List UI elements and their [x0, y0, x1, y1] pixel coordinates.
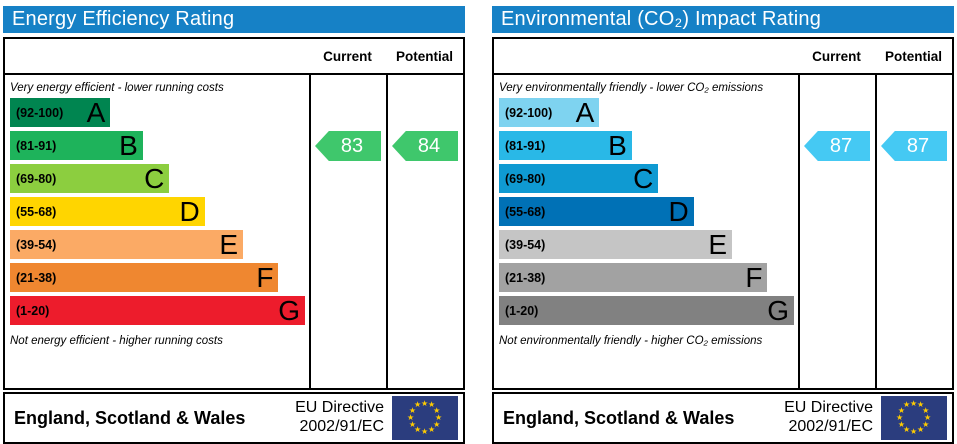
eu-flag-icon: ★ ★ ★ ★ ★ ★ ★ ★ ★ ★ ★ ★	[392, 396, 458, 440]
band-letter: G	[278, 294, 300, 326]
band-range-label: (1-20)	[505, 303, 539, 318]
energy-footer: England, Scotland & Wales EU Directive 2…	[3, 392, 465, 444]
environmental-potential-rating-arrow: 87	[881, 131, 947, 161]
band-letter: F	[256, 261, 274, 293]
energy-rating-table: Current Potential Very energy efficient …	[3, 37, 465, 390]
band-range-label: (92-100)	[505, 105, 553, 120]
band-range-label: (21-38)	[16, 270, 57, 285]
eu-flag-star: ★	[897, 419, 906, 429]
eu-flag-star: ★	[407, 412, 415, 422]
environmental-bands: (92-100) A (81-91) B (69-80) C (55-68) D (39-54)…	[499, 98, 794, 329]
eu-flag-star: ★	[421, 426, 429, 436]
environmental-current-column: 87	[798, 75, 875, 388]
rating-band-row: (69-80) C	[10, 162, 170, 194]
energy-empty-header-cell	[5, 39, 309, 75]
energy-potential-column: 84	[386, 75, 463, 388]
environmental-potential-column-header: Potential	[875, 39, 952, 75]
band-letter: C	[633, 162, 654, 194]
rating-band-row: (21-38) F	[499, 261, 768, 293]
band-letter: C	[144, 162, 165, 194]
energy-band-ladder: Very energy efficient - lower running co…	[5, 75, 309, 388]
rating-band-row: (55-68) D	[499, 197, 694, 226]
energy-potential-column-header: Potential	[386, 39, 463, 75]
environmental-eu-directive-label: EU Directive 2002/91/EC	[784, 399, 873, 435]
eu-flag-star: ★	[414, 400, 422, 410]
rating-band-row: (81-91) B	[10, 131, 143, 160]
band-letter: E	[708, 228, 728, 260]
energy-panel-title-bar: Energy Efficiency Rating	[3, 6, 465, 33]
environmental-empty-header-cell	[494, 39, 798, 75]
energy-bands: (92-100) A (81-91) B (69-80) C (55-68) D (39-54)…	[10, 98, 305, 329]
band-range-label: (92-100)	[16, 105, 64, 120]
energy-current-column-header: Current	[309, 39, 386, 75]
energy-bottom-note: Not energy efficient - higher running co…	[10, 335, 223, 347]
rating-band-row: (1-20) G	[10, 296, 305, 325]
energy-eu-directive-label: EU Directive 2002/91/EC	[295, 399, 384, 435]
environmental-panel-title: Environmental (CO₂) Impact Rating	[501, 8, 822, 30]
environmental-bottom-note: Not environmentally friendly - higher CO…	[499, 335, 763, 347]
band-letter: E	[219, 228, 239, 260]
band-range-label: (21-38)	[505, 270, 546, 285]
energy-panel-title: Energy Efficiency Rating	[12, 8, 235, 30]
eu-flag-star: ★	[910, 426, 918, 436]
eu-flag-star: ★	[428, 424, 436, 434]
environmental-panel-title-bar: Environmental (CO₂) Impact Rating	[492, 6, 954, 33]
band-letter: G	[767, 294, 789, 326]
energy-current-rating-arrow: 83	[315, 131, 381, 161]
energy-top-note: Very energy efficient - lower running co…	[10, 82, 224, 94]
band-letter: D	[179, 195, 200, 227]
eu-flag-star: ★	[421, 398, 429, 408]
rating-band-row: (92-100) A	[10, 96, 111, 128]
eu-flag-star: ★	[917, 424, 925, 434]
rating-band-row: (39-54) E	[499, 228, 733, 260]
rating-band-row: (1-20) G	[499, 296, 794, 325]
band-range-label: (39-54)	[16, 237, 57, 252]
environmental-current-rating-arrow: 87	[804, 131, 870, 161]
environmental-impact-panel: Environmental (CO₂) Impact Rating Curren…	[492, 6, 954, 444]
rating-band-row: (92-100) A	[499, 96, 600, 128]
rating-band-row: (69-80) C	[499, 162, 659, 194]
eu-flag-star: ★	[903, 400, 911, 410]
environmental-rating-table: Current Potential Very environmentally f…	[492, 37, 954, 390]
rating-band-row: (81-91) B	[499, 131, 632, 160]
environmental-current-column-header: Current	[798, 39, 875, 75]
band-range-label: (69-80)	[16, 171, 57, 186]
rating-band-row: (21-38) F	[10, 261, 279, 293]
eu-flag-icon: ★ ★ ★ ★ ★ ★ ★ ★ ★ ★ ★ ★	[881, 396, 947, 440]
band-range-label: (55-68)	[505, 204, 546, 219]
energy-region-label: England, Scotland & Wales	[14, 407, 246, 428]
rating-band-row: (39-54) E	[10, 228, 244, 260]
band-letter: A	[86, 96, 106, 128]
environmental-top-note: Very environmentally friendly - lower CO…	[499, 82, 764, 94]
rating-band-row: (55-68) D	[10, 197, 205, 226]
band-range-label: (55-68)	[16, 204, 57, 219]
band-range-label: (81-91)	[16, 138, 57, 153]
eu-flag-star: ★	[896, 412, 904, 422]
band-letter: D	[668, 195, 689, 227]
environmental-footer: England, Scotland & Wales EU Directive 2…	[492, 392, 954, 444]
band-letter: F	[745, 261, 763, 293]
environmental-band-ladder: Very environmentally friendly - lower CO…	[494, 75, 798, 388]
band-range-label: (39-54)	[505, 237, 546, 252]
band-range-label: (69-80)	[505, 171, 546, 186]
band-letter: B	[608, 129, 627, 161]
environmental-region-label: England, Scotland & Wales	[503, 407, 735, 428]
environmental-potential-column: 87	[875, 75, 952, 388]
eu-flag-star: ★	[910, 398, 918, 408]
energy-potential-rating-arrow: 84	[392, 131, 458, 161]
band-letter: A	[575, 96, 595, 128]
eu-flag-star: ★	[408, 419, 417, 429]
energy-current-column: 83	[309, 75, 386, 388]
band-range-label: (1-20)	[16, 303, 50, 318]
band-range-label: (81-91)	[505, 138, 546, 153]
band-letter: B	[119, 129, 138, 161]
energy-efficiency-panel: Energy Efficiency Rating Current Potenti…	[3, 6, 465, 444]
